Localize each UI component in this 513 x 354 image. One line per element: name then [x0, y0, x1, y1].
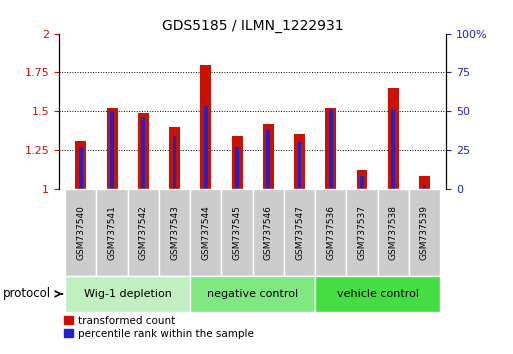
Text: GSM737544: GSM737544 — [201, 205, 210, 259]
Bar — [159, 189, 190, 276]
Bar — [231, 136, 243, 189]
Bar — [315, 189, 346, 276]
Text: negative control: negative control — [207, 289, 298, 299]
Bar — [423, 185, 426, 189]
Bar — [110, 111, 114, 189]
Bar — [222, 189, 253, 276]
Bar — [329, 109, 332, 189]
Text: GSM737541: GSM737541 — [108, 205, 116, 259]
Text: GSM737538: GSM737538 — [389, 205, 398, 260]
Bar — [391, 109, 395, 189]
Text: GSM737542: GSM737542 — [139, 205, 148, 259]
Bar — [419, 176, 430, 189]
Bar — [235, 147, 239, 189]
Bar — [173, 136, 176, 189]
Text: protocol: protocol — [3, 287, 51, 301]
Text: vehicle control: vehicle control — [337, 289, 419, 299]
Bar — [409, 189, 440, 276]
Bar — [169, 127, 180, 189]
Bar — [75, 141, 86, 189]
Bar — [201, 65, 211, 189]
Bar — [128, 189, 159, 276]
Title: GDS5185 / ILMN_1222931: GDS5185 / ILMN_1222931 — [162, 19, 344, 33]
Bar — [315, 276, 440, 312]
Bar — [360, 176, 364, 189]
Bar — [79, 147, 83, 189]
Bar — [357, 170, 367, 189]
Bar — [325, 108, 336, 189]
Text: GSM737540: GSM737540 — [76, 205, 85, 259]
Bar — [298, 142, 301, 189]
Bar — [190, 276, 315, 312]
Text: GSM737543: GSM737543 — [170, 205, 179, 259]
Bar — [294, 135, 305, 189]
Bar — [378, 189, 409, 276]
Bar — [65, 189, 96, 276]
Bar — [388, 88, 399, 189]
Text: GSM737545: GSM737545 — [232, 205, 242, 259]
Bar — [96, 189, 128, 276]
Bar — [253, 189, 284, 276]
Text: GSM737536: GSM737536 — [326, 205, 335, 260]
Bar — [346, 189, 378, 276]
Bar — [190, 189, 222, 276]
Bar — [107, 108, 117, 189]
Bar — [204, 107, 208, 189]
Text: GSM737539: GSM737539 — [420, 205, 429, 260]
Text: GSM737537: GSM737537 — [358, 205, 366, 260]
Bar — [65, 276, 190, 312]
Bar — [138, 113, 149, 189]
Bar — [284, 189, 315, 276]
Text: GSM737546: GSM737546 — [264, 205, 273, 259]
Bar — [263, 124, 274, 189]
Text: Wig-1 depletion: Wig-1 depletion — [84, 289, 172, 299]
Bar — [266, 130, 270, 189]
Legend: transformed count, percentile rank within the sample: transformed count, percentile rank withi… — [64, 315, 253, 339]
Text: GSM737547: GSM737547 — [295, 205, 304, 259]
Bar — [142, 117, 145, 189]
